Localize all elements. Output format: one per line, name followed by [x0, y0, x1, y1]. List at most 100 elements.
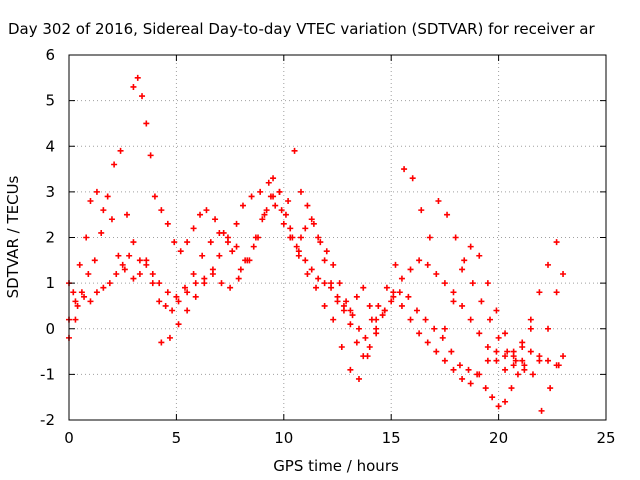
data-point-s1-60 — [476, 330, 483, 337]
data-point-s3-5 — [201, 280, 208, 287]
data-point-s0-43 — [360, 284, 367, 291]
data-point-s2-60 — [521, 366, 528, 373]
data-point-s2-30 — [291, 147, 298, 154]
data-point-s2-12 — [143, 261, 150, 268]
y-tick-label-7: 5 — [45, 92, 55, 110]
data-point-s3-0 — [158, 339, 165, 346]
data-point-s0-47 — [388, 298, 395, 305]
chart-title: Day 302 of 2016, Sidereal Day-to-day VTE… — [8, 20, 595, 38]
data-point-s0-35 — [308, 216, 315, 223]
data-point-s0-10 — [130, 275, 137, 282]
data-point-s0-61 — [502, 398, 509, 405]
data-point-s0-13 — [149, 280, 156, 287]
data-point-s4-3 — [467, 243, 474, 250]
data-point-s2-36 — [330, 261, 337, 268]
data-point-s3-33 — [441, 357, 448, 364]
data-point-s2-41 — [362, 334, 369, 341]
data-point-s4-0 — [441, 325, 448, 332]
x-tick-label-1: 5 — [172, 429, 182, 447]
data-point-s2-1 — [72, 316, 79, 323]
data-point-s1-21 — [184, 239, 191, 246]
data-point-s2-44 — [383, 284, 390, 291]
data-point-s3-4 — [192, 293, 199, 300]
data-point-s1-28 — [237, 266, 244, 273]
data-point-s3-28 — [398, 302, 405, 309]
data-point-s3-9 — [235, 275, 242, 282]
data-point-s1-44 — [347, 321, 354, 328]
data-point-s1-13 — [139, 93, 146, 100]
data-point-s2-18 — [190, 271, 197, 277]
data-point-s3-29 — [407, 316, 414, 323]
x-tick-label-5: 25 — [596, 429, 615, 447]
data-point-s1-40 — [321, 280, 328, 287]
data-point-s3-47 — [560, 353, 567, 360]
data-point-s1-67 — [536, 289, 543, 296]
data-point-s0-63 — [514, 371, 521, 378]
data-point-s0-3 — [83, 234, 90, 241]
data-point-s2-33 — [310, 220, 317, 227]
data-point-s1-15 — [147, 152, 154, 159]
data-point-s3-1 — [166, 334, 173, 341]
data-point-s2-52 — [452, 234, 459, 241]
x-tick-label-2: 10 — [274, 429, 293, 447]
data-point-s0-11 — [136, 271, 143, 277]
data-point-s2-58 — [504, 348, 511, 355]
data-point-s0-53 — [439, 334, 446, 341]
data-point-s3-40 — [502, 353, 509, 360]
data-point-s0-27 — [257, 188, 264, 195]
data-point-s2-38 — [343, 298, 350, 305]
data-point-s3-34 — [450, 366, 457, 373]
data-point-s0-44 — [366, 302, 373, 309]
x-tick-label-4: 20 — [489, 429, 508, 447]
data-point-s3-42 — [519, 357, 526, 364]
data-point-s0-60 — [495, 403, 502, 410]
data-point-s3-41 — [510, 362, 517, 369]
data-point-s1-8 — [113, 271, 120, 277]
data-point-s1-32 — [270, 175, 277, 182]
data-point-s0-19 — [192, 280, 199, 287]
data-point-s1-51 — [398, 275, 405, 282]
data-point-s2-16 — [173, 293, 180, 300]
data-point-s2-50 — [435, 198, 442, 204]
data-point-s0-41 — [347, 307, 354, 314]
data-point-s2-6 — [104, 193, 111, 200]
data-point-s1-42 — [334, 298, 341, 305]
data-point-s2-59 — [512, 357, 519, 364]
data-point-s1-24 — [203, 207, 210, 214]
data-point-s1-54 — [424, 261, 431, 268]
data-point-s2-22 — [224, 234, 231, 241]
data-point-s3-31 — [424, 339, 431, 346]
data-point-s0-52 — [431, 325, 438, 332]
data-point-s2-37 — [336, 280, 343, 287]
data-point-s0-14 — [156, 298, 163, 305]
data-point-s1-19 — [171, 239, 178, 246]
data-point-s3-12 — [261, 211, 268, 218]
data-point-s0-51 — [422, 316, 429, 323]
data-point-s0-34 — [302, 225, 309, 232]
data-point-s2-19 — [199, 252, 206, 259]
data-point-s2-63 — [547, 385, 554, 392]
data-point-s0-1 — [72, 298, 79, 305]
data-point-s1-23 — [197, 211, 204, 218]
data-point-s2-62 — [538, 407, 545, 414]
data-point-s2-23 — [233, 243, 240, 250]
y-tick-label-4: 2 — [45, 229, 55, 247]
data-point-s0-4 — [87, 198, 94, 204]
data-point-s4-11 — [536, 357, 543, 364]
data-point-s2-29 — [285, 198, 292, 204]
data-point-s1-55 — [433, 271, 440, 277]
data-point-s2-39 — [349, 312, 356, 319]
data-point-s2-4 — [91, 257, 98, 264]
data-point-s1-5 — [93, 289, 100, 296]
data-point-s1-14 — [143, 120, 150, 127]
data-point-s1-59 — [467, 316, 474, 323]
data-point-s1-61 — [484, 344, 491, 350]
data-point-s1-16 — [151, 193, 158, 200]
data-point-s3-25 — [373, 330, 380, 337]
data-point-s2-15 — [164, 289, 171, 296]
data-point-s2-31 — [297, 188, 304, 195]
data-point-s0-62 — [508, 385, 515, 392]
data-point-s3-24 — [364, 353, 371, 360]
data-point-s0-24 — [233, 220, 240, 227]
data-point-s3-32 — [433, 348, 440, 355]
